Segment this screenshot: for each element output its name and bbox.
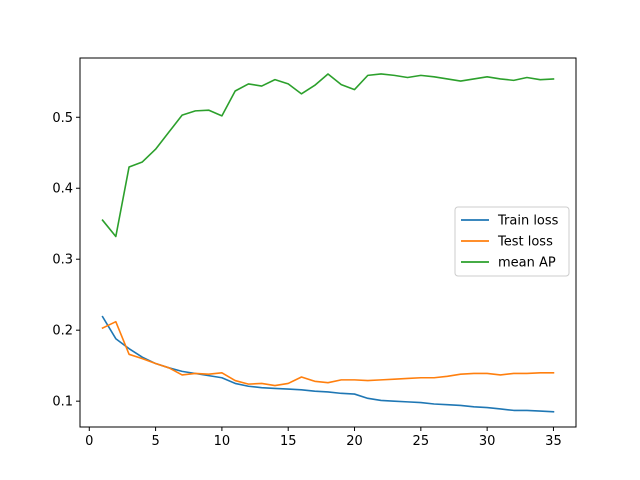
series-line-train-loss (101, 315, 555, 413)
legend-label: Test loss (497, 235, 553, 250)
y-tick-label: 0.1 (52, 395, 73, 410)
y-tick-label: 0.4 (52, 182, 73, 197)
x-tick-label: 5 (151, 434, 159, 449)
legend: Train loss Test loss mean AP (454, 206, 570, 277)
legend-box (454, 206, 570, 277)
plot-lines (101, 73, 555, 413)
x-tick-label: 20 (346, 434, 363, 449)
x-tick-label: 35 (545, 434, 562, 449)
legend-label: Train loss (497, 214, 559, 229)
x-tick-label: 15 (280, 434, 297, 449)
y-tick-label: 0.2 (52, 324, 73, 339)
x-tick-label: 0 (85, 434, 93, 449)
axes-frame (79, 57, 577, 428)
series-line-test-loss (101, 320, 555, 387)
x-tick-label: 10 (214, 434, 231, 449)
series-line-mean-ap (101, 73, 555, 238)
x-tick-label: 30 (479, 434, 496, 449)
y-tick-label: 0.5 (52, 111, 73, 126)
x-axis-ticks: 0 5 10 15 20 25 30 35 (85, 427, 562, 449)
x-tick-label: 25 (413, 434, 430, 449)
y-tick-label: 0.3 (52, 253, 73, 268)
y-axis-ticks: 0.1 0.2 0.3 0.4 0.5 (52, 111, 80, 410)
legend-label: mean AP (498, 256, 556, 271)
